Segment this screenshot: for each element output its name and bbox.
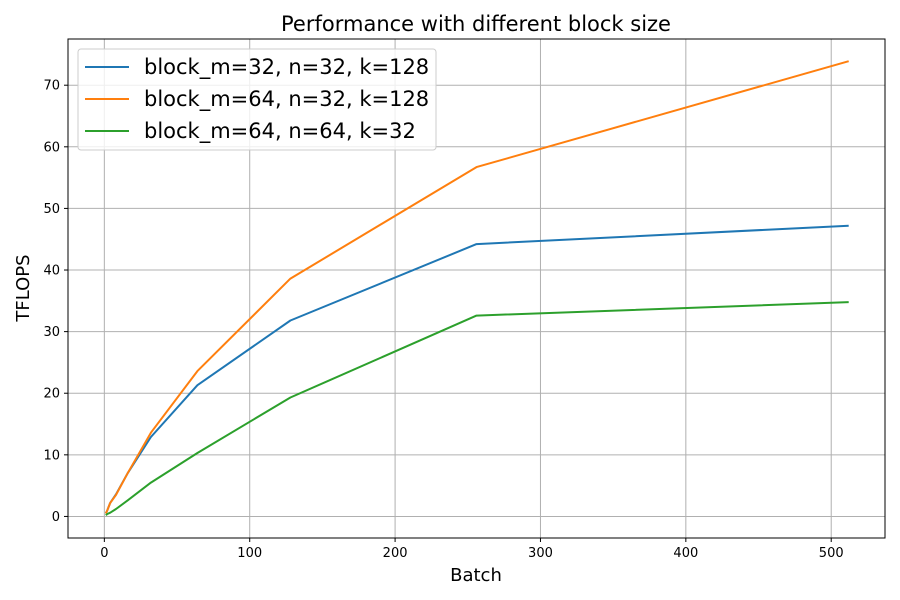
legend-label-2: block_m=64, n=32, k=128	[144, 87, 429, 112]
x-tick-label: 0	[100, 546, 108, 561]
series-line-3	[105, 301, 849, 516]
y-axis-ticks: 0 10 20 30 40 50 60 70	[43, 79, 68, 525]
series-lines	[104, 60, 849, 516]
y-tick-label: 0	[52, 510, 60, 525]
y-tick-label: 30	[43, 325, 60, 340]
y-tick-label: 10	[43, 448, 60, 463]
y-tick-label: 50	[43, 202, 60, 217]
x-tick-label: 100	[237, 546, 262, 561]
legend-box	[77, 48, 437, 151]
x-tick-label: 300	[528, 546, 553, 561]
x-axis-ticks: 0 100 200 300 400 500	[100, 538, 844, 561]
series-line-2	[104, 60, 849, 514]
legend: block_m=32, n=32, k=128 block_m=64, n=32,…	[77, 48, 437, 151]
x-tick-label: 500	[819, 546, 844, 561]
x-tick-label: 400	[673, 546, 698, 561]
grid	[68, 39, 885, 538]
y-tick-label: 70	[43, 79, 60, 94]
series-line-1	[104, 224, 849, 514]
x-axis-label: Batch	[450, 565, 502, 586]
plot-area-frame	[67, 38, 886, 539]
y-tick-label: 60	[43, 140, 60, 155]
legend-label-3: block_m=64, n=64, k=32	[144, 119, 416, 144]
y-tick-label: 20	[43, 387, 60, 402]
legend-label-1: block_m=32, n=32, k=128	[144, 55, 429, 80]
y-tick-label: 40	[43, 264, 60, 279]
chart-title: Performance with different block size	[281, 12, 671, 36]
x-tick-label: 200	[383, 546, 408, 561]
y-axis-label: TFLOPS	[13, 254, 34, 322]
